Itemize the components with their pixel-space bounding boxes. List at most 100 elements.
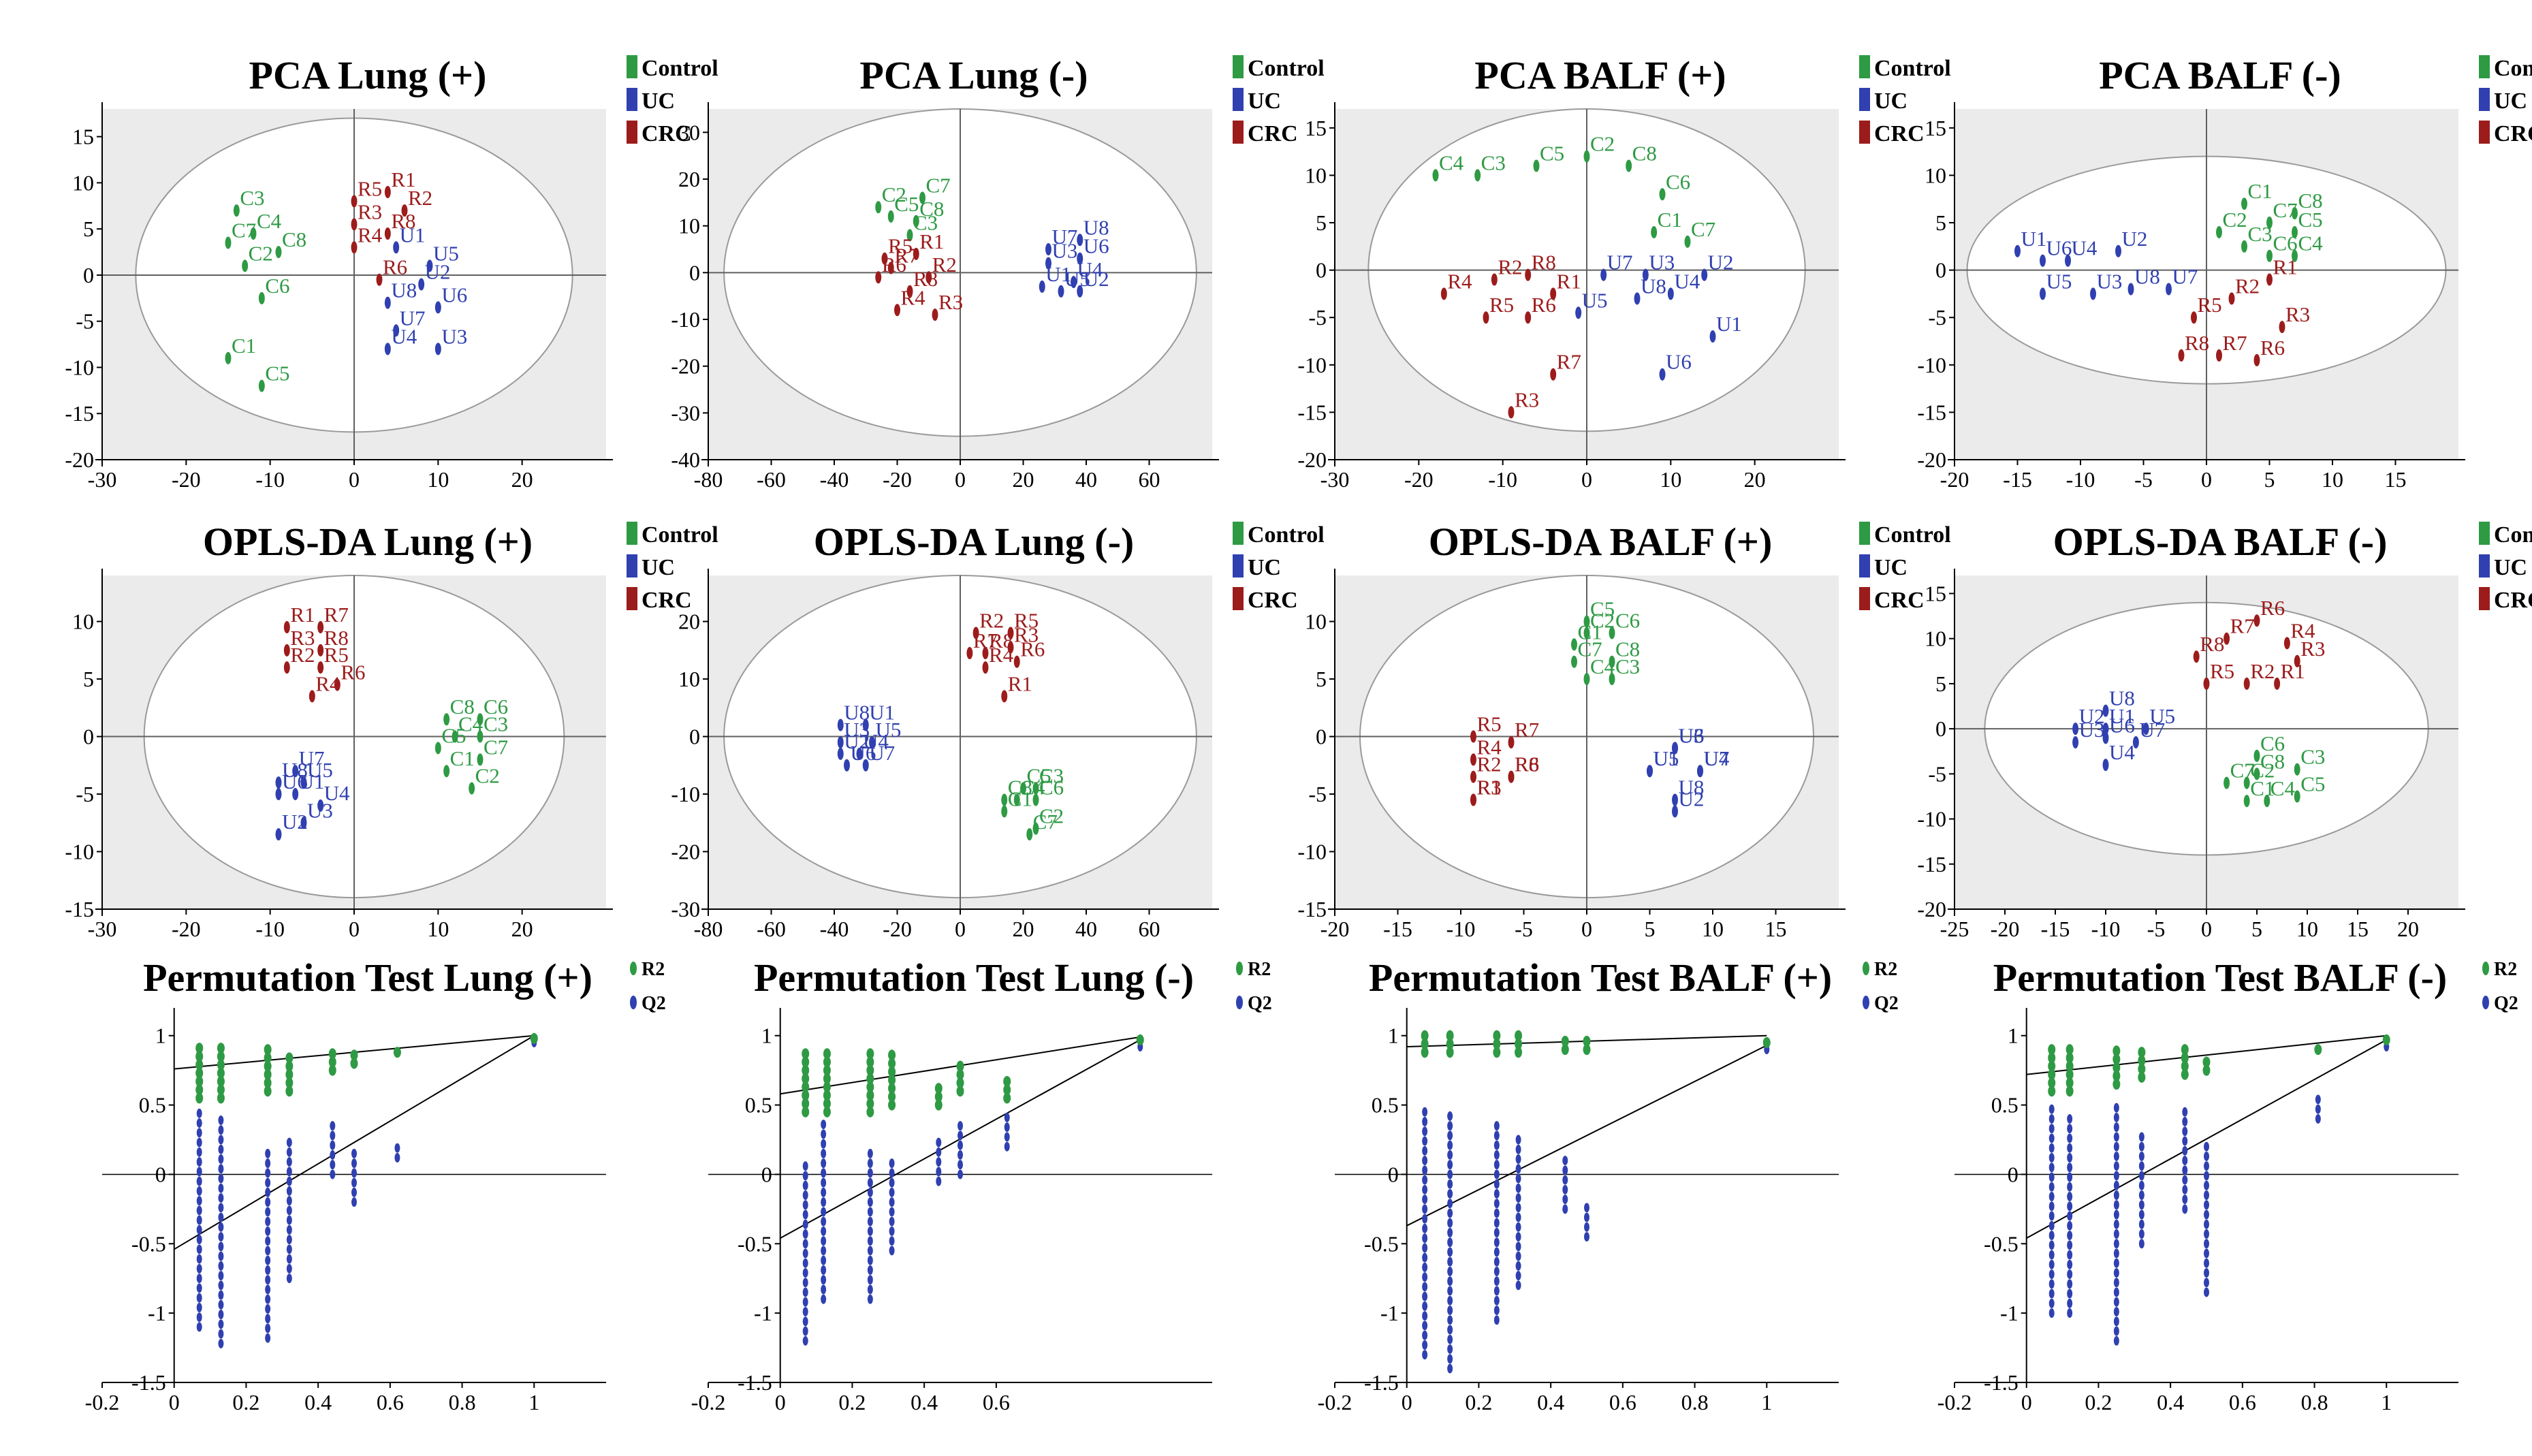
q2-point (1422, 1301, 1428, 1311)
chart-title: PCA Lung (-) (859, 53, 1088, 97)
point-label: R3 (2300, 637, 2325, 661)
data-point (283, 661, 290, 674)
r2-point (1561, 1035, 1569, 1047)
point-label: C1 (2248, 179, 2273, 203)
q2-point (1447, 1160, 1453, 1170)
data-point (225, 351, 232, 364)
q2-point (1493, 1160, 1500, 1170)
q2-point (802, 1161, 808, 1171)
q2-point (2182, 1204, 2188, 1214)
r2-point (2048, 1086, 2056, 1097)
point-label: R4 (901, 285, 926, 309)
q2-point (1004, 1112, 1010, 1122)
q2-point (2204, 1141, 2209, 1152)
data-point (1575, 306, 1582, 319)
legend-label: R2 (1874, 959, 1897, 980)
point-label: R1 (1477, 775, 1502, 799)
data-point (317, 799, 324, 812)
y-tick-label: 1 (761, 1024, 772, 1048)
point-label: R8 (391, 209, 415, 233)
y-tick-label: 0.5 (1372, 1093, 1399, 1118)
r2-point (1003, 1092, 1011, 1104)
legend-label: Control (1248, 56, 1325, 81)
x-tick-label: -5 (1515, 917, 1533, 941)
y-tick-label: 5 (1935, 210, 1946, 235)
q2-point (1447, 1286, 1453, 1296)
q2-point (2204, 1190, 2209, 1200)
q2-point (821, 1216, 827, 1226)
point-label: C6 (2260, 731, 2285, 755)
point-label: C8 (282, 227, 306, 251)
q2-point (265, 1207, 271, 1217)
q2-point (2138, 1161, 2145, 1171)
x-tick-label: 60 (1139, 917, 1160, 941)
x-tick-label: 0.6 (983, 1390, 1010, 1414)
data-point (2292, 207, 2298, 220)
x-tick-label: 0 (2201, 467, 2212, 492)
data-point (1001, 690, 1008, 703)
r2-point (1493, 1030, 1501, 1041)
data-point (2040, 254, 2046, 267)
data-point (1609, 673, 1615, 686)
point-label: U7 (1052, 225, 1078, 249)
point-label: U5 (2149, 704, 2175, 728)
point-label: R5 (1477, 712, 1502, 736)
q2-point (2113, 1161, 2119, 1171)
q2-point (2048, 1172, 2055, 1182)
x-tick-label: 5 (1645, 917, 1656, 941)
r2-point (1561, 1044, 1569, 1056)
data-point (275, 828, 282, 841)
x-tick-label: 5 (2251, 917, 2262, 941)
x-tick-label: 15 (2347, 917, 2369, 941)
y-tick-label: 5 (83, 217, 94, 241)
r2-point (1515, 1038, 1523, 1049)
point-label: R8 (1515, 753, 1539, 776)
q2-point (2204, 1258, 2209, 1268)
point-label: C5 (2300, 772, 2325, 795)
q2-point (2315, 1113, 2321, 1124)
data-point (2102, 704, 2109, 717)
x-tick-label: 0.8 (1681, 1390, 1709, 1414)
r2-point (217, 1067, 225, 1079)
y-tick-label: -10 (65, 355, 94, 379)
q2-point (2204, 1268, 2209, 1278)
point-label: C1 (1658, 208, 1682, 232)
point-label: R2 (290, 643, 315, 667)
data-point (334, 678, 341, 691)
q2-point (958, 1169, 963, 1180)
y-tick-label: -1.5 (1364, 1370, 1399, 1395)
x-tick-label: -20 (883, 467, 912, 492)
q2-point (1422, 1156, 1428, 1166)
data-point (1013, 655, 1020, 668)
q2-point (2113, 1122, 2119, 1133)
r2-point (956, 1086, 964, 1097)
legend-swatch (1233, 554, 1244, 577)
r2-point (2048, 1052, 2056, 1064)
r2-point (2048, 1069, 2056, 1080)
legend-swatch (1233, 587, 1244, 610)
point-label: U1 (1653, 746, 1679, 770)
q2-point (286, 1273, 292, 1284)
data-point (1474, 169, 1481, 182)
q2-point (867, 1168, 873, 1178)
point-label: U7 (299, 746, 325, 770)
r2-point (530, 1032, 538, 1044)
q2-point (2182, 1117, 2188, 1127)
data-point (477, 730, 484, 743)
q2-point (2204, 1151, 2209, 1161)
x-tick-label: 0.6 (1609, 1390, 1636, 1414)
data-point (452, 730, 458, 743)
q2-point (821, 1168, 827, 1178)
r2-point (802, 1081, 810, 1093)
data-point (275, 776, 282, 789)
q2-point (2113, 1316, 2119, 1327)
q2-point (265, 1177, 271, 1188)
point-label: R5 (358, 177, 382, 201)
r2-point (888, 1066, 896, 1077)
y-tick-label: -5 (1928, 761, 1946, 786)
data-point (2283, 637, 2290, 650)
q2-point (2067, 1250, 2073, 1260)
q2-point (2204, 1278, 2209, 1288)
x-tick-label: -10 (2091, 917, 2121, 941)
r2-point (217, 1084, 225, 1096)
